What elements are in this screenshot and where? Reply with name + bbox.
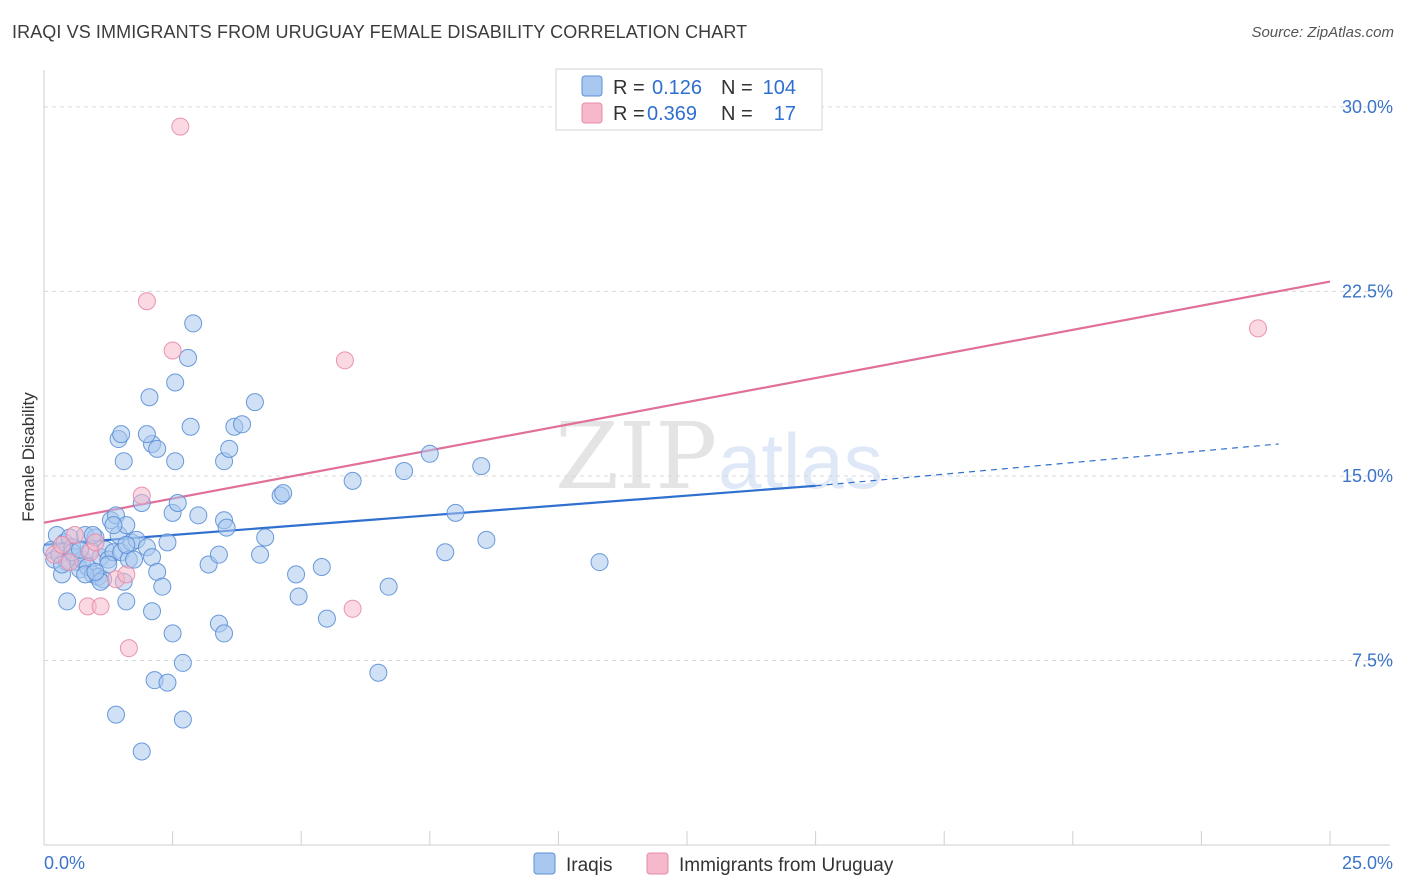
uruguay-point [60,553,79,572]
x-tick-label: 25.0% [1342,853,1393,873]
iraqis-point [166,373,185,392]
iraqis-point [137,425,156,444]
legend-n-label-uruguay: N = [721,103,753,125]
iraqis-point [420,444,439,463]
iraqis-point [173,710,192,729]
iraqis-point [343,471,362,490]
iraqis-point [287,565,306,584]
iraqis-point [189,506,208,525]
y-tick-label: 7.5% [1352,650,1393,670]
iraqis-point [220,439,239,458]
iraqis-point [114,452,133,471]
iraqis-point [153,577,172,596]
legend-swatch-iraqis [581,75,603,97]
uruguay-point [132,486,151,505]
iraqis-point [217,518,236,537]
iraqis-point [107,705,126,724]
uruguay-point [86,533,105,552]
iraqis-point [446,503,465,522]
legend-r-value-iraqis: 0.126 [652,77,702,99]
uruguay-point [65,526,84,544]
iraqis-point [125,550,144,569]
uruguay-point [119,639,138,658]
bottom-legend-swatch-uruguay [646,852,669,875]
iraqis-point [158,673,177,692]
x-tick-label: 0.0% [44,853,85,873]
iraqis-point [233,415,252,434]
uruguay-point [171,117,190,136]
uruguay-point [137,292,156,311]
legend-swatch-uruguay [581,102,603,124]
iraqis-point [117,535,136,554]
iraqis-point [289,587,308,606]
iraqis-point [173,653,192,672]
iraqis-point [143,602,162,621]
iraqis-point [251,545,270,564]
uruguay-point [335,351,354,370]
iraqis-point [395,462,414,481]
iraqis-point [132,742,151,761]
iraqis-point [112,425,131,444]
bottom-legend-label-iraqis: Iraqis [566,855,612,876]
iraqis-point [166,452,185,471]
iraqis-point [369,663,388,682]
stats-legend: R = 0.126 N = 104 R = 0.369 N = 17 [555,68,823,131]
bottom-legend-label-uruguay: Immigrants from Uruguay [679,855,894,876]
uruguay-point [343,599,362,618]
iraqis-point [168,494,187,513]
iraqis-point [274,484,293,503]
iraqis-point [86,562,105,581]
chart-title: IRAQI VS IMMIGRANTS FROM URUGUAY FEMALE … [12,22,748,42]
legend-r-label-uruguay: R = [613,103,645,125]
iraqis-point [312,557,331,576]
iraqis-point [181,417,200,436]
y-tick-label: 15.0% [1342,466,1393,486]
iraqis-point [148,439,167,458]
iraqis-point [140,388,159,407]
y-tick-label: 30.0% [1342,97,1393,117]
legend-n-value-iraqis: 104 [763,77,796,99]
iraqis-point [245,393,264,412]
iraqis-point [158,533,177,552]
chart-source: Source: ZipAtlas.com [1251,24,1394,41]
y-axis-label: Female Disability [19,392,38,522]
y-tick-label: 22.5% [1342,281,1393,301]
iraqis-point [209,545,228,564]
iraqis-point [179,348,198,367]
uruguay-point [53,535,72,554]
scatter-points [42,117,1267,761]
watermark: ZIP atlas [555,403,883,510]
uruguay-point [91,597,110,616]
legend-r-label-iraqis: R = [613,77,645,99]
bottom-legend-swatch-iraqis [533,852,556,875]
iraqis-point [379,577,398,596]
iraqis-point [477,530,496,549]
iraqis-point [590,553,609,572]
iraqis-point [472,457,491,476]
uruguay-point [1248,319,1267,338]
iraqis-point [215,624,234,643]
iraqis-point [163,624,182,643]
legend-n-value-uruguay: 17 [774,103,796,125]
iraqis-point [317,609,336,628]
grid [44,106,1390,661]
uruguay-point [117,565,136,584]
iraqis-point [184,314,203,333]
legend-n-label-iraqis: N = [721,77,753,99]
series-legend: Iraqis Immigrants from Uruguay [533,852,894,876]
iraqis-point [58,592,77,611]
uruguay-trend-line [43,280,1331,524]
legend-r-value-uruguay: 0.369 [647,103,697,125]
iraqis-point [256,528,275,547]
iraqis-trend-line [43,484,816,546]
axes: 7.5% 15.0% 22.5% 30.0% 0.0% 25.0% [43,70,1393,873]
iraqis-point [117,592,136,611]
iraqis-point [436,543,455,562]
uruguay-point [163,341,182,360]
iraqis-point [104,516,123,535]
iraqis-trend-extension [815,443,1279,487]
watermark-zip: ZIP [555,403,717,510]
